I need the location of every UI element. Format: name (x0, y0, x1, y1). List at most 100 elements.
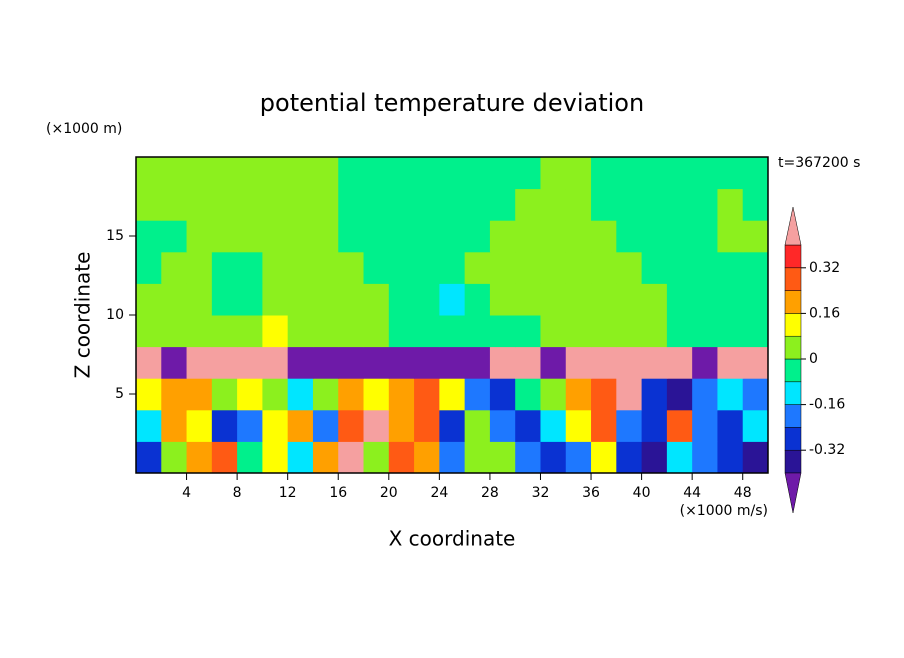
field-cell (692, 188, 718, 221)
colorbar-tick-label: -0.16 (809, 397, 845, 413)
field-cell (136, 315, 162, 348)
field-cell (211, 220, 238, 253)
field-cell (591, 157, 617, 190)
field-cell (565, 441, 592, 473)
field-cell (363, 283, 390, 316)
x-unit: (×1000 m/s) (680, 503, 768, 519)
field-cell (489, 283, 516, 316)
colorbar-bottom-triangle (784, 472, 802, 514)
field-cell (262, 188, 289, 221)
field-cell (591, 188, 617, 221)
field-cell (591, 409, 617, 442)
colorbar-tick-label: -0.32 (809, 442, 845, 458)
field-cell (414, 188, 440, 221)
field-cell (692, 441, 718, 473)
field-cell (363, 315, 390, 348)
field-cell (237, 157, 263, 190)
field-cell (312, 251, 339, 284)
field-cell (161, 441, 188, 473)
field-cell (363, 378, 390, 411)
field-cell (641, 378, 668, 411)
field-cell (692, 315, 718, 348)
field-cell (540, 188, 567, 221)
field-cell (161, 220, 188, 253)
field-cell (692, 378, 718, 411)
field-cell (515, 251, 541, 284)
field-cell (489, 378, 516, 411)
field-cell (540, 378, 567, 411)
colorbar-tick-label: 0 (809, 351, 818, 367)
colorbar-box (784, 358, 802, 383)
field-cell (666, 283, 693, 316)
field-cell (464, 283, 491, 316)
field-cell (414, 378, 440, 411)
field-cell (388, 315, 415, 348)
field-cell (692, 220, 718, 253)
field-cell (161, 157, 188, 190)
field-cell (489, 346, 516, 379)
field-cell (742, 441, 768, 473)
colorbar-box (784, 313, 802, 337)
field-cell (540, 220, 567, 253)
field-cell (312, 315, 339, 348)
field-cell (287, 315, 314, 348)
field-cell (211, 378, 238, 411)
field-cell (616, 251, 643, 284)
x-tick-label: 24 (430, 485, 448, 501)
x-tick-label: 16 (329, 485, 347, 501)
field (136, 157, 768, 473)
colorbar-tick-label: 0.32 (809, 260, 840, 276)
field-cell (338, 441, 365, 473)
field-cell (211, 283, 238, 316)
field-cell (414, 315, 440, 348)
field-cell (565, 409, 592, 442)
field-cell (363, 220, 390, 253)
field-cell (489, 188, 516, 221)
field-cell (641, 409, 668, 442)
field-cell (717, 251, 744, 284)
field-cell (211, 409, 238, 442)
time-annotation: t=367200 s (778, 155, 860, 171)
field-cell (388, 251, 415, 284)
field-cell (641, 157, 668, 190)
field-cell (616, 157, 643, 190)
field-cell (616, 378, 643, 411)
field-cell (641, 315, 668, 348)
field-cell (464, 409, 491, 442)
field-cell (591, 346, 617, 379)
field-cell (161, 409, 188, 442)
field-cell (616, 409, 643, 442)
field-cell (237, 315, 263, 348)
y-unit: (×1000 m) (46, 121, 122, 137)
field-cell (414, 283, 440, 316)
field-cell (717, 346, 744, 379)
field-cell (312, 409, 339, 442)
x-tick-label: 8 (233, 485, 242, 501)
field-cell (641, 251, 668, 284)
y-axis-label: Z coordinate (71, 252, 95, 379)
y-tick-label: 10 (106, 307, 124, 323)
field-cell (717, 283, 744, 316)
field-cell (363, 346, 390, 379)
field-cell (515, 378, 541, 411)
field-cell (742, 409, 768, 442)
field-cell (464, 157, 491, 190)
field-cell (565, 346, 592, 379)
x-tick-label: 20 (380, 485, 398, 501)
colorbar-box (784, 427, 802, 451)
field-cell (515, 409, 541, 442)
field-cell (414, 157, 440, 190)
field-cell (717, 409, 744, 442)
colorbar-box (784, 335, 802, 360)
field-cell (287, 283, 314, 316)
colorbar-tick-label: 0.16 (809, 305, 840, 321)
field-cell (211, 346, 238, 379)
field-cell (717, 441, 744, 473)
colorbar-box (784, 381, 802, 405)
field-cell (616, 188, 643, 221)
field-cell (666, 409, 693, 442)
field-cell (515, 157, 541, 190)
field-cell (186, 409, 213, 442)
field-cell (641, 188, 668, 221)
field-cell (262, 157, 289, 190)
